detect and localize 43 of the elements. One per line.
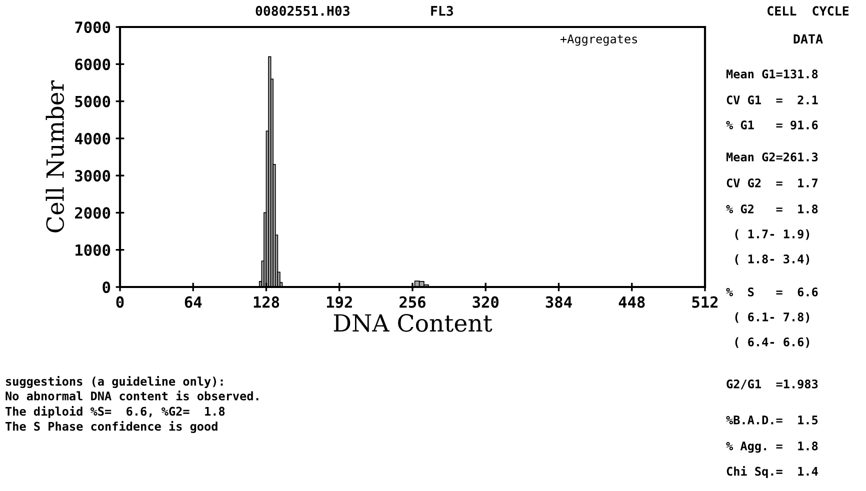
text: Mean G2=261.3 — [726, 152, 818, 162]
x-tick-label: 192 — [326, 296, 352, 308]
y-tick-label: 0 — [102, 281, 110, 294]
text: The S Phase confidence is good — [6, 420, 218, 434]
chart-title: 00802551.H03 — [256, 6, 350, 16]
x-tick-label: 384 — [546, 296, 572, 308]
y-tick-label: 5000 — [75, 96, 110, 108]
y-tick-label: 7000 — [75, 21, 110, 34]
y-tick-label: 3000 — [75, 170, 110, 182]
y-tick-label: 6000 — [75, 58, 110, 70]
annotation: +Aggregates — [560, 34, 638, 46]
chart-subtitle: FL3 — [431, 6, 453, 16]
x-tick-label: 256 — [400, 296, 426, 308]
y-axis-title: Cell Number — [46, 80, 64, 232]
text: CV G1 = 2.1 — [726, 95, 818, 104]
text: ( 6.4- 6.6) — [735, 337, 810, 348]
text: % G2 = 1.8 — [726, 204, 818, 214]
x-tick-label: 0 — [116, 296, 124, 308]
text: ( 1.7- 1.9) — [735, 229, 810, 240]
text: DATA — [794, 34, 823, 44]
x-tick-label: 64 — [184, 296, 202, 308]
y-tick-label: 2000 — [75, 207, 110, 219]
text: Mean G1=131.8 — [726, 69, 818, 78]
text: The diploid %S= 6.6, %G2= 1.8 — [6, 406, 225, 418]
x-tick-label: 512 — [692, 296, 718, 308]
text: ( 6.1- 7.8) — [735, 312, 810, 323]
text: suggestions (a guideline only): — [6, 376, 223, 388]
text: % Agg. = 1.8 — [726, 441, 818, 453]
text: % G1 = 91.6 — [726, 120, 818, 130]
text: ( 1.8- 3.4) — [735, 254, 810, 265]
y-tick-label: 4000 — [74, 132, 110, 144]
text: CV G2 = 1.7 — [726, 178, 818, 188]
text: No abnormal DNA content is observed. — [6, 390, 258, 400]
text: Chi Sq.= 1.4 — [726, 466, 818, 478]
text: CELL CYCLE — [768, 6, 849, 16]
x-axis-title: DNA Content — [334, 314, 492, 332]
text: % S = 6.6 — [726, 287, 818, 296]
x-tick-label: 320 — [472, 296, 499, 308]
x-tick-label: 448 — [618, 296, 645, 308]
text: G2/G1 =1.983 — [726, 379, 818, 390]
x-tick-label: 128 — [254, 296, 280, 308]
y-tick-label: 1000 — [76, 244, 110, 256]
text: %B.A.D.= 1.5 — [726, 416, 818, 424]
